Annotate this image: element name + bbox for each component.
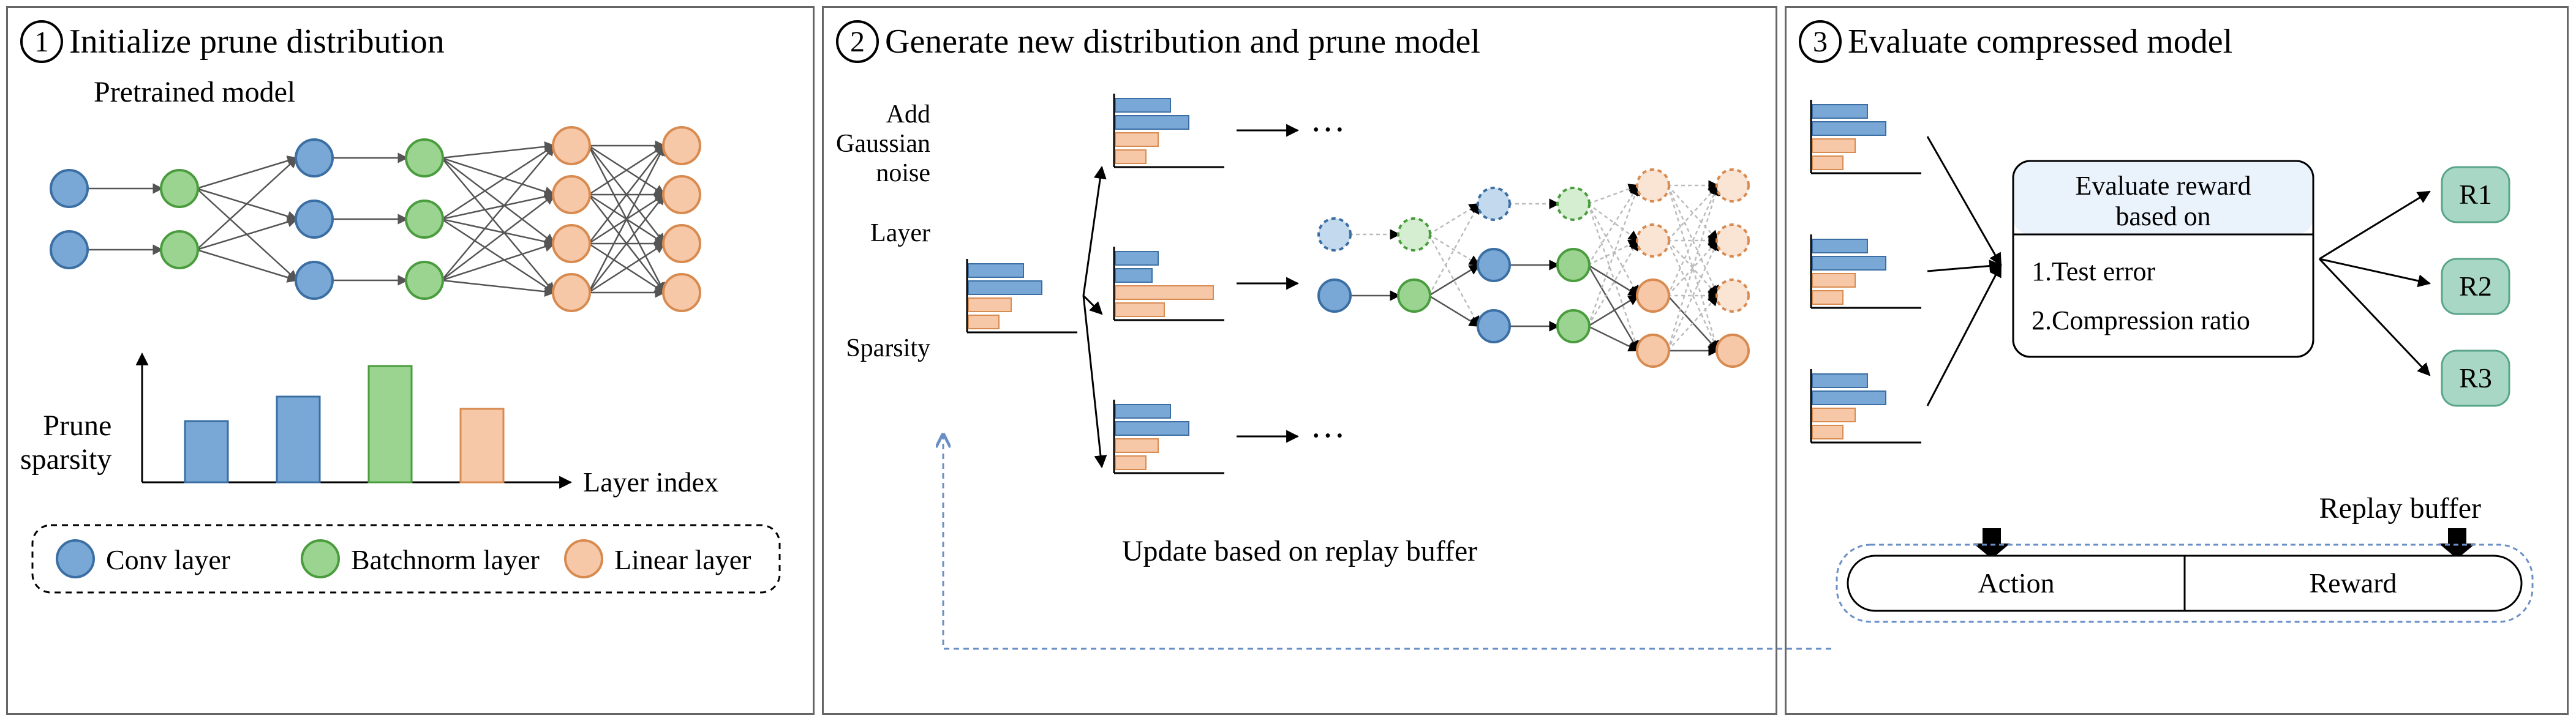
svg-text:Evaluate reward: Evaluate reward bbox=[2075, 171, 2251, 201]
step-number-1: 1 bbox=[20, 20, 63, 63]
svg-text:1.Test error: 1.Test error bbox=[2032, 256, 2156, 286]
svg-text:Conv layer: Conv layer bbox=[106, 544, 230, 575]
panel-initialize: 1 Initialize prune distribution Pretrain… bbox=[6, 6, 815, 715]
svg-text:R3: R3 bbox=[2459, 362, 2492, 394]
layer-label: Layer bbox=[836, 219, 930, 248]
network-diagram bbox=[20, 115, 792, 342]
svg-text:based on: based on bbox=[2115, 201, 2210, 231]
svg-text:···: ··· bbox=[1310, 110, 1346, 149]
panel2-title: 2 Generate new distribution and prune mo… bbox=[836, 20, 1763, 63]
replay-label: Replay buffer bbox=[1799, 491, 2481, 525]
svg-text:Action: Action bbox=[1978, 567, 2054, 599]
sparsity-label: Sparsity bbox=[836, 334, 930, 363]
svg-text:Reward: Reward bbox=[2309, 567, 2397, 599]
panel2-title-text: Generate new distribution and prune mode… bbox=[885, 22, 1480, 61]
noise-l1: Add bbox=[836, 100, 930, 129]
panel3-diagram: Evaluate rewardbased on 1.Test error 2.Com… bbox=[1799, 75, 2552, 491]
svg-text:R2: R2 bbox=[2459, 271, 2492, 302]
svg-text:2.Compression ratio: 2.Compression ratio bbox=[2032, 305, 2250, 335]
panel-evaluate: 3 Evaluate compressed model Evaluate rew… bbox=[1785, 6, 2569, 715]
pretrained-label: Pretrained model bbox=[94, 75, 800, 109]
step-number-3: 3 bbox=[1799, 20, 1842, 63]
svg-text:R1: R1 bbox=[2459, 179, 2492, 210]
ylabel-sparsity: sparsity bbox=[20, 443, 111, 476]
panel3-title-text: Evaluate compressed model bbox=[1848, 22, 2232, 61]
panel2-diagram: ··· ··· bbox=[930, 75, 1763, 540]
sparsity-bar-chart: Layer index bbox=[118, 342, 730, 513]
noise-l3: noise bbox=[836, 159, 930, 188]
ylabel-prune: Prune bbox=[20, 409, 111, 443]
panel-generate: 2 Generate new distribution and prune mo… bbox=[822, 6, 1777, 715]
svg-text:···: ··· bbox=[1310, 416, 1346, 455]
panel1-title-text: Initialize prune distribution bbox=[69, 22, 445, 61]
panel3-title: 3 Evaluate compressed model bbox=[1799, 20, 2555, 63]
step-number-2: 2 bbox=[836, 20, 879, 63]
panel1-title: 1 Initialize prune distribution bbox=[20, 20, 800, 63]
svg-text:Batchnorm layer: Batchnorm layer bbox=[351, 544, 540, 575]
noise-l2: Gaussian bbox=[836, 129, 930, 159]
legend-box: Conv layer Batchnorm layer Linear layer bbox=[20, 513, 792, 605]
replay-buffer: Action Reward bbox=[1799, 525, 2552, 623]
svg-text:Linear layer: Linear layer bbox=[614, 544, 751, 575]
svg-text:Layer index: Layer index bbox=[583, 466, 718, 498]
